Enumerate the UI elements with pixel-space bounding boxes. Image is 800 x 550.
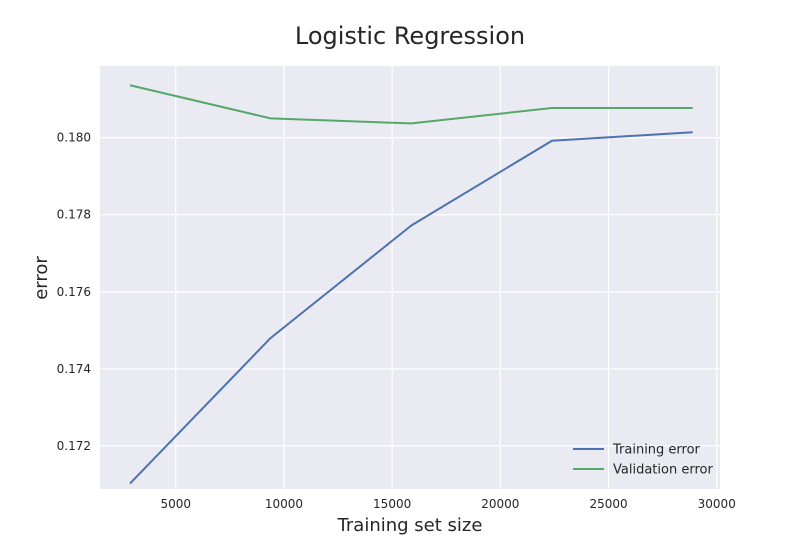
y-tick-label: 0.178	[57, 208, 91, 222]
legend-label: Validation error	[613, 463, 713, 478]
grid	[100, 66, 720, 489]
y-tick-label: 0.174	[57, 362, 91, 376]
series-line-training	[129, 131, 693, 485]
series-group	[129, 84, 693, 485]
y-tick-label: 0.180	[57, 131, 91, 145]
x-tick-labels: 5000 10000 15000 20000 25000 30000	[160, 497, 735, 511]
x-tick-label: 5000	[160, 497, 191, 511]
y-tick-labels: 0.172 0.174 0.176 0.178 0.180	[57, 131, 91, 453]
x-tick-label: 10000	[265, 497, 303, 511]
plot-area	[100, 66, 720, 489]
chart-title: Logistic Regression	[295, 22, 525, 50]
series-line-validation	[129, 84, 693, 125]
x-tick-label: 25000	[589, 497, 627, 511]
x-tick-label: 30000	[698, 497, 736, 511]
x-axis-label: Training set size	[337, 515, 483, 536]
x-tick-label: 20000	[481, 497, 519, 511]
y-tick-label: 0.172	[57, 439, 91, 453]
y-axis-label: error	[31, 256, 52, 300]
legend: Training error Validation error	[573, 443, 713, 478]
x-tick-label: 15000	[373, 497, 411, 511]
y-tick-label: 0.176	[57, 285, 91, 299]
legend-label: Training error	[612, 443, 701, 458]
